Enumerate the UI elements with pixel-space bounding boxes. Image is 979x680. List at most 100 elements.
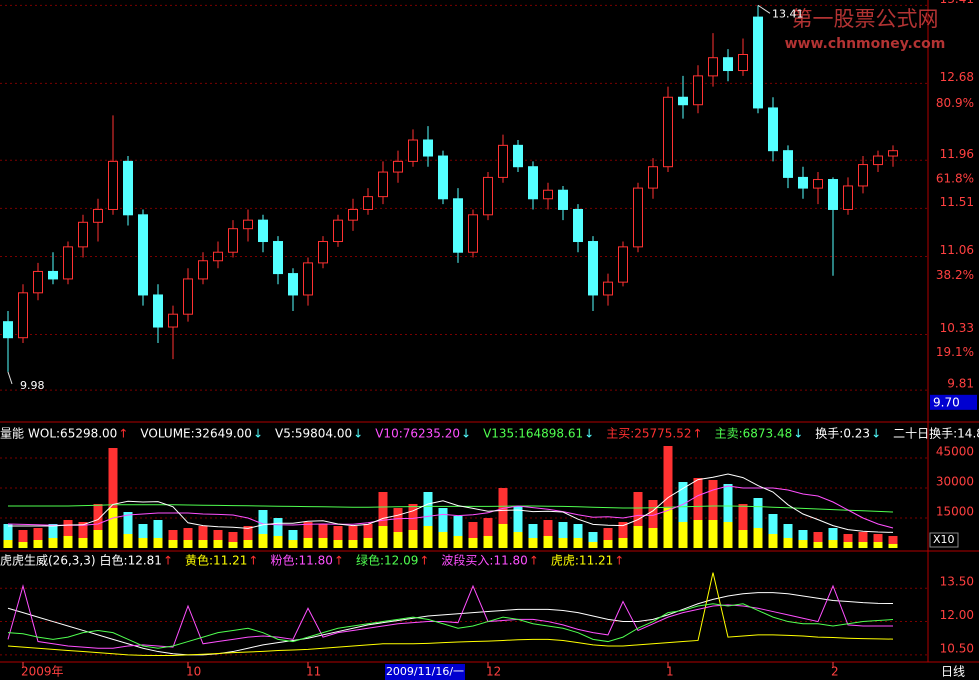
volume-bar — [663, 508, 673, 548]
volume-bar — [198, 526, 208, 548]
volume-bar — [648, 528, 658, 548]
volume-bar — [468, 538, 478, 548]
volume-bar — [888, 536, 898, 548]
candle-body — [798, 176, 808, 189]
legend-arrow: ↑ — [419, 554, 429, 568]
volume-bar — [63, 536, 73, 548]
candle-body — [303, 262, 313, 296]
volume-bar — [423, 526, 433, 548]
candle-body — [663, 96, 673, 168]
volume-bar — [108, 508, 118, 548]
candle-body — [783, 150, 793, 178]
volume-bar — [3, 524, 13, 548]
volume-bar — [168, 540, 178, 548]
volume-bar — [453, 516, 463, 548]
volume-bar — [558, 538, 568, 548]
candle-body — [198, 260, 208, 280]
y-tick-label: 30000 — [936, 475, 974, 489]
volume-bar — [243, 540, 253, 548]
volume-bar — [633, 526, 643, 548]
volume-bar — [438, 508, 448, 548]
volume-bar — [528, 524, 538, 548]
volume-bar — [543, 536, 553, 548]
legend-label: 主买:25775.52 — [606, 427, 691, 441]
volume-bar — [528, 538, 538, 548]
volume-bar — [438, 532, 448, 548]
volume-bar — [873, 542, 883, 548]
candle-body — [708, 57, 718, 77]
volume-bar — [303, 522, 313, 548]
candle-body — [498, 144, 508, 178]
volume-bar — [378, 526, 388, 548]
volume-bar — [468, 522, 478, 548]
volume-bar — [483, 518, 493, 548]
volume-bar — [153, 538, 163, 548]
legend-arrow: ↓ — [353, 427, 363, 441]
volume-bar — [213, 540, 223, 548]
candle-body — [363, 196, 373, 210]
y-tick-label: 15000 — [936, 505, 974, 519]
volume-bar — [423, 492, 433, 548]
volume-bar — [828, 540, 838, 548]
x-tick-label: 11 — [306, 665, 321, 679]
candle-body — [483, 176, 493, 216]
candle-body — [273, 241, 283, 275]
volume-bar — [843, 534, 853, 548]
fib-label: 80.9% — [936, 96, 974, 110]
candle-body — [153, 294, 163, 328]
volume-bar — [828, 528, 838, 548]
fib-label: 19.1% — [936, 345, 974, 359]
volume-bar — [408, 530, 418, 548]
volume-bar — [408, 504, 418, 548]
fib-label: 38.2% — [936, 268, 974, 282]
legend-label: 白色:12.81 — [100, 553, 162, 568]
candle-body — [408, 139, 418, 162]
candle-body — [438, 155, 448, 200]
candle-body — [858, 164, 868, 187]
legend-label: 换手:0.23 — [815, 427, 870, 441]
volume-bar — [18, 542, 28, 548]
volume-bar — [3, 540, 13, 548]
candle-body — [288, 273, 298, 296]
indicator-line — [7, 584, 893, 649]
legend-label: V135:164898.61 — [483, 427, 583, 441]
volume-bar — [498, 488, 508, 548]
volume-bar — [288, 540, 298, 548]
cursor-price-label: 9.70 — [933, 395, 960, 409]
legend-label: V5:59804.00 — [275, 427, 352, 441]
volume-bar — [453, 536, 463, 548]
legend-arrow: ↑ — [529, 554, 539, 568]
candle-body — [123, 160, 133, 216]
y-tick-label: 9.81 — [947, 377, 974, 391]
cursor-price-box — [930, 394, 977, 410]
legend-label: 虎虎:11.21 — [551, 554, 613, 568]
candle-body — [228, 228, 238, 253]
candle-body — [393, 160, 403, 173]
volume-bar — [78, 522, 88, 548]
volume-bar — [18, 530, 28, 548]
volume-bar — [138, 524, 148, 548]
candle-body — [723, 57, 733, 72]
volume-bar — [333, 540, 343, 548]
volume-bar — [228, 532, 238, 548]
indicator-line — [7, 572, 894, 657]
volume-bar — [783, 524, 793, 548]
legend-label: WOL:65298.00 — [28, 427, 117, 441]
legend-label: 绿色:12.09 — [356, 553, 418, 568]
cursor-date: 2009/11/16/一 — [386, 665, 464, 678]
volume-bar — [213, 530, 223, 548]
y-tick-label: 12.68 — [940, 70, 974, 84]
volume-line — [8, 473, 894, 533]
panel-title: 量能 — [0, 427, 24, 441]
volume-bar — [798, 540, 808, 548]
legend-arrow: ↓ — [461, 427, 471, 441]
candle-body — [453, 198, 463, 253]
candle-body — [768, 107, 778, 152]
volume-bar — [888, 544, 898, 548]
y-tick-label: 10.33 — [940, 321, 974, 335]
candle-body — [3, 321, 13, 339]
volume-bar — [858, 542, 868, 548]
volume-bar — [753, 528, 763, 548]
candle-body — [813, 179, 823, 189]
volume-bar — [603, 540, 613, 548]
